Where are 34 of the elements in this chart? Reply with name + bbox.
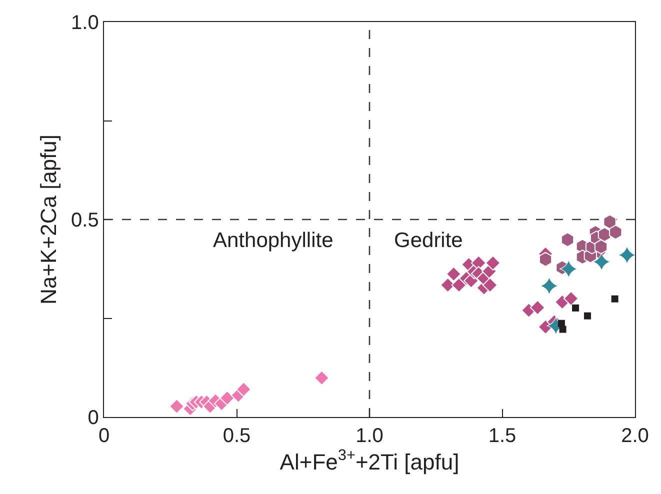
- point: [584, 312, 591, 320]
- point: [559, 326, 566, 333]
- annotation: Anthophyllite: [213, 229, 334, 252]
- point: [169, 398, 184, 414]
- x-tick-label: 1.0: [356, 425, 384, 448]
- x-tick-label: 2.0: [621, 425, 649, 448]
- point: [538, 252, 552, 267]
- point: [530, 300, 546, 316]
- point: [598, 227, 612, 242]
- point: [446, 266, 462, 282]
- x-tick-label: 1.5: [488, 425, 516, 448]
- point: [572, 304, 580, 312]
- point: [563, 290, 579, 306]
- point: [236, 382, 252, 397]
- point: [603, 214, 616, 230]
- point: [594, 239, 608, 254]
- point: [561, 232, 574, 248]
- point: [220, 390, 235, 406]
- point: [540, 276, 559, 296]
- x-tick-label: 0.5: [222, 425, 251, 448]
- point: [485, 255, 501, 271]
- x-axis-title: Al+Fe$^{3+}$+2Ti [apfu]: [280, 447, 460, 474]
- y-tick-label: 0.5: [71, 210, 99, 232]
- point: [611, 295, 618, 302]
- annotation: Gedrite: [394, 229, 463, 252]
- y-tick-label: 0: [88, 407, 99, 429]
- y-axis-title: Na+K+2Ca [apfu]: [36, 134, 61, 305]
- point: [618, 246, 636, 264]
- point: [559, 259, 578, 278]
- y-tick-label: 1.0: [71, 12, 99, 34]
- point: [592, 252, 611, 272]
- point: [482, 277, 498, 293]
- point: [314, 370, 330, 386]
- point: [609, 224, 622, 240]
